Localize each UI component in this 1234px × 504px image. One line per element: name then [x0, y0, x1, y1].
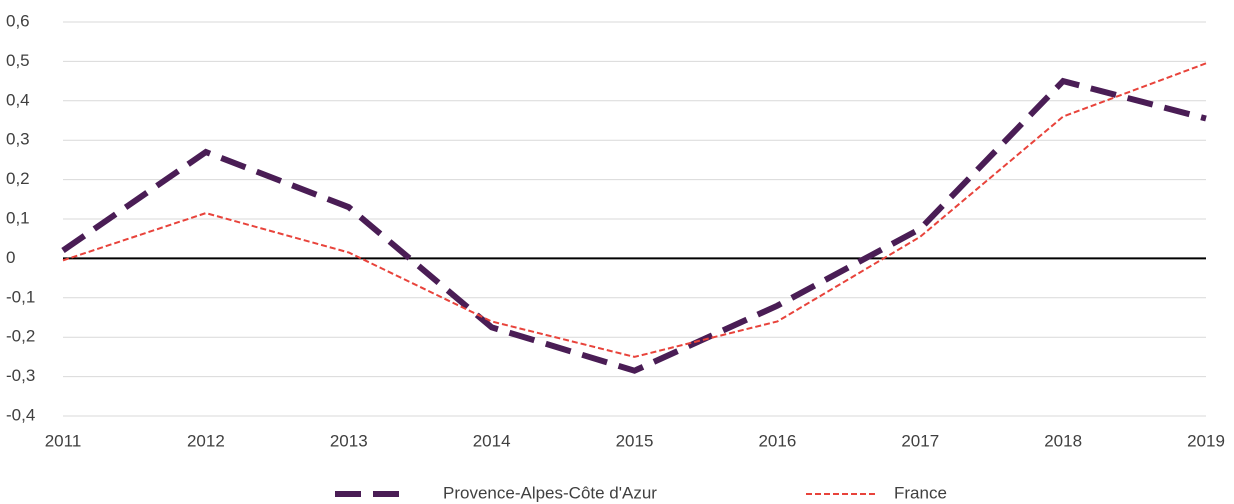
- y-tick-label: 0,2: [6, 169, 30, 188]
- y-tick-label: -0,4: [6, 405, 35, 424]
- x-tick-label: 2015: [616, 431, 654, 450]
- y-tick-label: 0,1: [6, 208, 30, 227]
- y-tick-label: -0,3: [6, 366, 35, 385]
- series-line: [61, 77, 1207, 374]
- y-tick-label: 0,3: [6, 130, 30, 149]
- y-tick-label: -0,2: [6, 327, 35, 346]
- series-line: [62, 62, 1207, 358]
- y-tick-label: 0,5: [6, 51, 30, 70]
- y-tick-label: 0,6: [6, 11, 30, 30]
- x-tick-label: 2013: [330, 431, 368, 450]
- x-tick-label: 2017: [901, 431, 939, 450]
- y-tick-label: -0,1: [6, 287, 35, 306]
- x-tick-label: 2018: [1044, 431, 1082, 450]
- x-tick-label: 2016: [758, 431, 796, 450]
- x-tick-label: 2014: [473, 431, 511, 450]
- y-tick-label: 0: [6, 248, 15, 267]
- x-tick-label: 2011: [45, 431, 82, 450]
- legend-label: Provence-Alpes-Côte d'Azur: [443, 483, 657, 502]
- y-tick-label: 0,4: [6, 90, 30, 109]
- x-tick-label: 2019: [1187, 431, 1225, 450]
- x-tick-label: 2012: [187, 431, 225, 450]
- legend-label: France: [894, 483, 947, 502]
